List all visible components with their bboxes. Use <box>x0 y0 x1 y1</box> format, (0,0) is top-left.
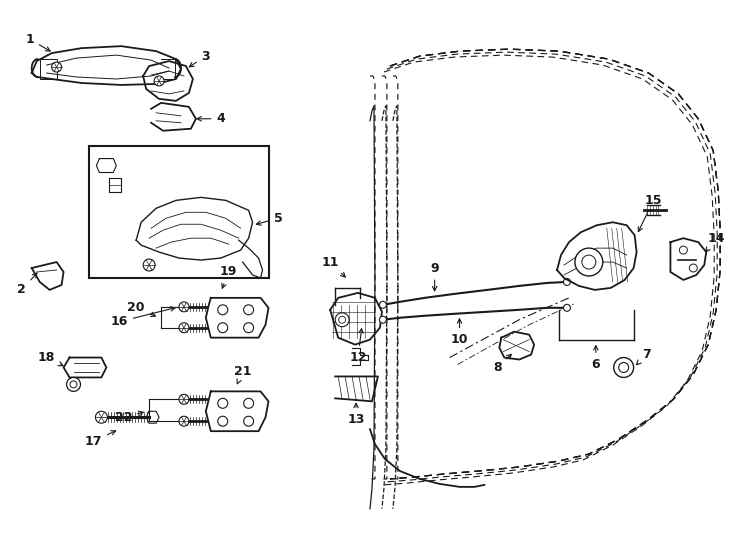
Circle shape <box>680 246 687 254</box>
Text: 9: 9 <box>430 261 439 291</box>
Text: 4: 4 <box>197 112 225 125</box>
Text: 15: 15 <box>639 194 662 232</box>
Text: 1: 1 <box>26 33 50 51</box>
Circle shape <box>179 394 189 404</box>
Circle shape <box>244 399 253 408</box>
Circle shape <box>70 381 77 388</box>
Text: 10: 10 <box>451 319 468 346</box>
Circle shape <box>179 323 189 333</box>
Bar <box>90 146 269 278</box>
Circle shape <box>244 305 253 315</box>
Text: 12: 12 <box>349 329 367 364</box>
Text: 2: 2 <box>18 273 37 296</box>
Text: 22: 22 <box>115 411 143 424</box>
Circle shape <box>143 259 155 271</box>
Circle shape <box>244 416 253 426</box>
Text: 3: 3 <box>189 50 210 67</box>
Circle shape <box>218 305 228 315</box>
Circle shape <box>179 416 189 426</box>
Circle shape <box>179 302 189 312</box>
Text: 21: 21 <box>234 365 251 384</box>
Text: 17: 17 <box>84 431 116 448</box>
Text: 8: 8 <box>493 354 512 374</box>
Circle shape <box>51 62 62 72</box>
Circle shape <box>575 248 603 276</box>
Circle shape <box>379 316 386 323</box>
Circle shape <box>338 316 346 323</box>
Text: 13: 13 <box>347 403 365 426</box>
Text: 7: 7 <box>636 348 651 364</box>
Circle shape <box>154 76 164 86</box>
Circle shape <box>582 255 596 269</box>
Text: 16: 16 <box>111 307 175 328</box>
Circle shape <box>218 416 228 426</box>
Circle shape <box>689 264 697 272</box>
Text: 20: 20 <box>128 301 156 316</box>
Text: 11: 11 <box>321 255 345 277</box>
Circle shape <box>564 305 570 311</box>
Text: 18: 18 <box>38 351 63 366</box>
Text: 5: 5 <box>256 212 283 225</box>
Circle shape <box>564 279 570 286</box>
Text: 14: 14 <box>705 232 725 252</box>
Circle shape <box>244 323 253 333</box>
Circle shape <box>218 399 228 408</box>
Text: 6: 6 <box>592 346 600 371</box>
Circle shape <box>218 323 228 333</box>
Circle shape <box>379 301 386 308</box>
Circle shape <box>67 377 81 392</box>
Circle shape <box>335 313 349 327</box>
Circle shape <box>95 411 107 423</box>
Circle shape <box>614 357 633 377</box>
Circle shape <box>619 362 628 373</box>
Text: 19: 19 <box>220 266 237 288</box>
